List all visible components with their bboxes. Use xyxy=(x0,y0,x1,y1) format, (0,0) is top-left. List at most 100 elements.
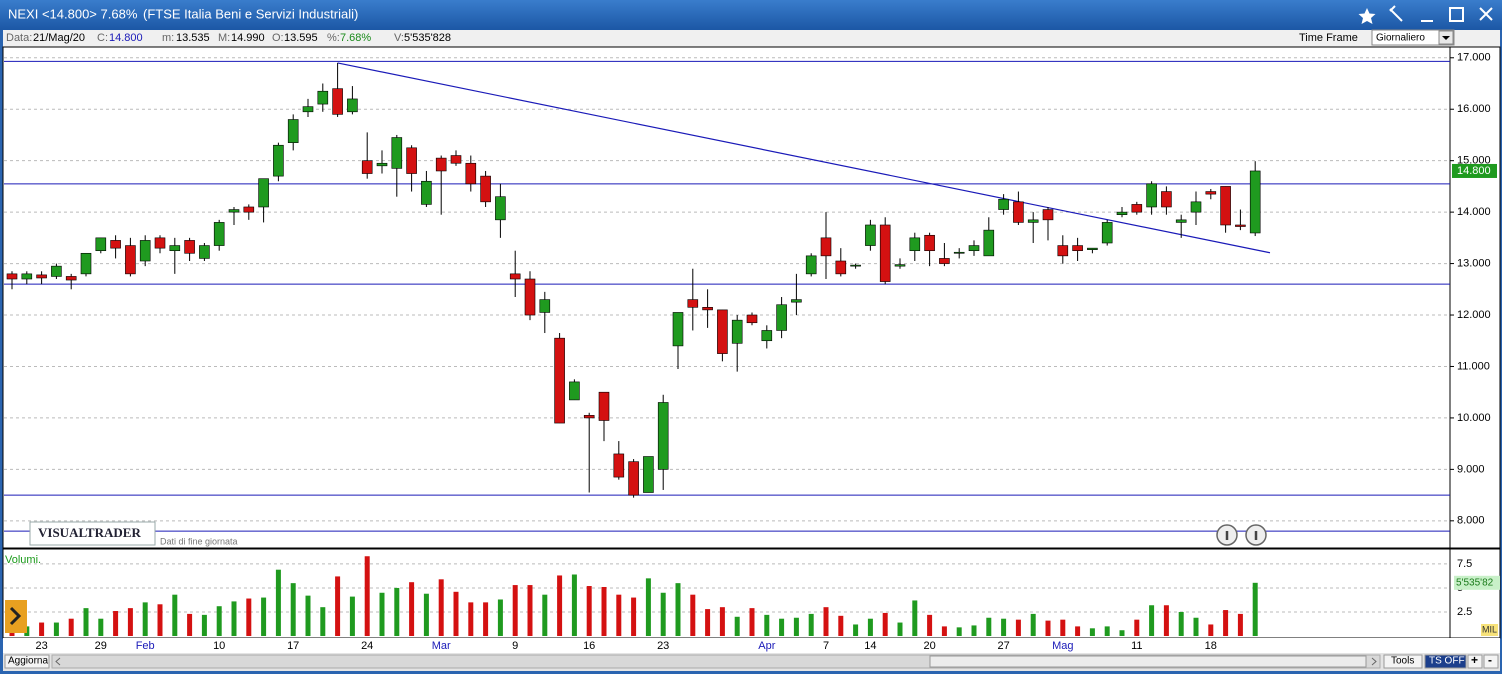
logo-box xyxy=(29,521,156,546)
info-glyph[interactable] xyxy=(1225,531,1258,540)
tools-label[interactable]: Tools xyxy=(1391,656,1414,667)
y-tick-label: 9.000 xyxy=(1457,463,1485,475)
ts-button[interactable] xyxy=(1424,654,1467,669)
y-tick-label: 10.000 xyxy=(1457,412,1491,424)
x-tick-label: 20 xyxy=(923,640,935,652)
info-field: M: xyxy=(218,32,230,44)
panel-toggle[interactable] xyxy=(5,600,27,633)
tools-button[interactable] xyxy=(1383,654,1423,669)
favorite-icon[interactable] xyxy=(1358,8,1376,24)
volume-bar xyxy=(409,582,415,636)
info-field: 5'535'828 xyxy=(404,32,451,44)
volume-bar xyxy=(690,594,696,636)
x-tick-label: 17 xyxy=(287,640,299,652)
volume-bar xyxy=(853,624,859,636)
close-button[interactable] xyxy=(1479,7,1493,21)
last-volume-label: 5'535'82 xyxy=(1456,577,1494,588)
candle-body xyxy=(1190,201,1202,213)
x-axis-area xyxy=(3,638,1500,653)
candle-body xyxy=(554,337,565,424)
scrollbar-thumb[interactable] xyxy=(929,655,1367,668)
volume-bar xyxy=(734,616,740,636)
zoom-out-label[interactable]: - xyxy=(1488,653,1492,667)
volume-bar xyxy=(1252,582,1258,636)
refresh-label[interactable]: Aggiorna xyxy=(8,656,48,667)
candle-body xyxy=(110,240,121,249)
volume-bar xyxy=(1075,626,1081,636)
price-panel xyxy=(2,46,1501,549)
candle-body xyxy=(65,276,77,281)
volume-bar xyxy=(571,574,577,636)
volume-bar xyxy=(394,587,400,636)
select-arrow-icon[interactable] xyxy=(1442,36,1450,40)
candle-body xyxy=(613,453,625,478)
candle-body xyxy=(450,155,462,164)
candle-body xyxy=(139,240,151,262)
volume-bar xyxy=(127,608,133,636)
candle-body xyxy=(761,330,773,342)
volume-bar xyxy=(808,613,814,636)
candle-body xyxy=(1249,170,1261,234)
candle-body xyxy=(169,245,181,252)
trend-line xyxy=(337,62,1271,254)
time-frame-value[interactable]: Giornaliero xyxy=(1376,33,1425,44)
zoom-in-label[interactable]: + xyxy=(1471,653,1478,667)
scroll-arrows[interactable] xyxy=(55,657,1377,666)
x-tick-label: 23 xyxy=(657,640,669,652)
candle-body xyxy=(924,234,935,252)
volume-bar xyxy=(39,622,45,636)
plot: 8.000 9.000 10.000 11.000 12.000 13.000 14.000… xyxy=(4,52,1500,652)
candle-body xyxy=(820,237,832,257)
maximize-button[interactable] xyxy=(1449,7,1464,22)
y-tick-label: 15.000 xyxy=(1457,155,1491,167)
volume-bar xyxy=(379,592,385,636)
candle-body xyxy=(376,162,388,167)
x-tick-label: Apr xyxy=(758,640,775,652)
ts-label[interactable]: TS OFF xyxy=(1429,656,1465,667)
volume-bar xyxy=(764,614,770,636)
candle-body xyxy=(465,162,477,185)
refresh-button[interactable] xyxy=(4,654,50,669)
volume-bar xyxy=(1163,605,1169,636)
time-frame-select[interactable] xyxy=(1371,29,1455,46)
volume-tick-label: 7.5 xyxy=(1457,558,1472,570)
y-tick-label: 12.000 xyxy=(1457,309,1491,321)
volume-bar xyxy=(438,579,444,636)
volume-title: Volumi. xyxy=(5,554,41,566)
info-field: C: xyxy=(97,32,108,44)
info-icons[interactable] xyxy=(1216,524,1267,546)
y-tick-label: 8.000 xyxy=(1457,515,1485,527)
candle-body xyxy=(998,198,1009,210)
candle-body xyxy=(1101,222,1113,244)
volume-bar xyxy=(512,585,518,636)
candle-body xyxy=(184,240,195,254)
candle-body xyxy=(865,224,876,246)
zoom-in-button[interactable] xyxy=(1467,654,1483,669)
candle-body xyxy=(302,106,314,113)
candle-body xyxy=(95,237,107,252)
candle-body xyxy=(1072,245,1083,252)
volume-bar xyxy=(1193,617,1199,636)
candle-body xyxy=(983,229,995,257)
candle-body xyxy=(391,137,403,169)
volume-bar xyxy=(897,622,903,636)
candle-body xyxy=(731,319,743,344)
x-tick-label: 27 xyxy=(997,640,1009,652)
candle-body xyxy=(287,119,299,143)
x-tick-label: 23 xyxy=(35,640,47,652)
x-tick-label: 24 xyxy=(361,640,373,652)
volume-bar xyxy=(1089,628,1095,636)
info-field: 14.990 xyxy=(231,32,265,44)
window-controls[interactable] xyxy=(1358,5,1493,24)
zoom-out-button[interactable] xyxy=(1483,654,1499,669)
panel-toggle-icon[interactable] xyxy=(9,606,22,626)
logo: VISUALTRADER xyxy=(38,525,141,540)
volume-bar xyxy=(290,583,296,636)
volume-bar xyxy=(601,586,607,636)
tool-icon[interactable] xyxy=(1389,5,1403,22)
candle-body xyxy=(1175,219,1187,223)
volume-unit: MIL xyxy=(1482,624,1497,634)
volume-bar xyxy=(172,594,178,636)
volume-bar xyxy=(956,627,962,636)
